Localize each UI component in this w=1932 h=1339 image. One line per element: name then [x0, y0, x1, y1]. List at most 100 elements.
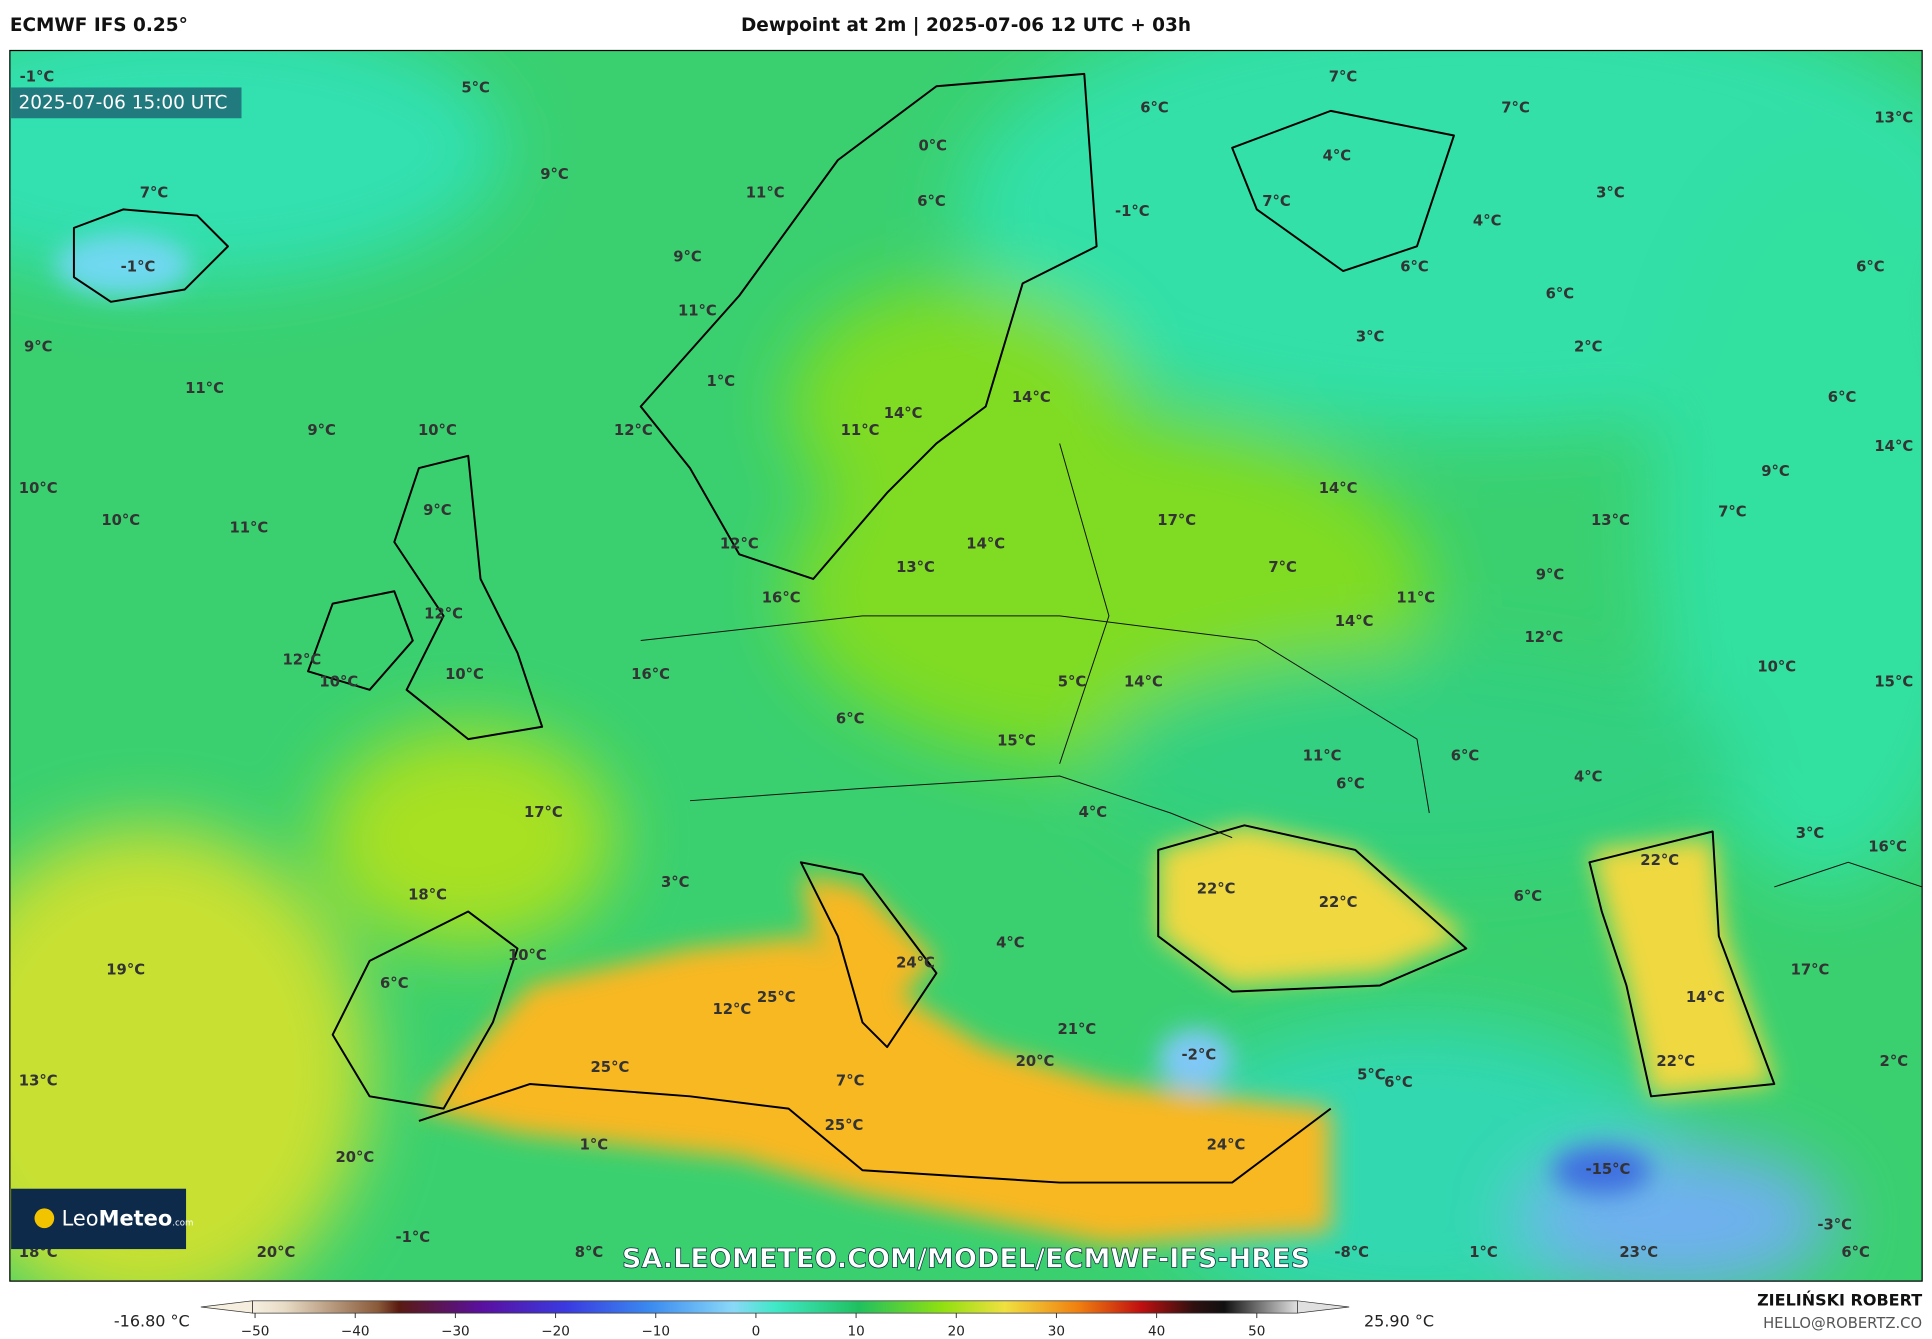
temperature-label: 25°C — [591, 1059, 630, 1076]
logo-sun — [34, 1208, 55, 1229]
temperature-label: 20°C — [257, 1244, 296, 1261]
temperature-label: -1°C — [121, 258, 156, 275]
temperature-label: 16°C — [631, 666, 670, 683]
temperature-label: 12°C — [1524, 629, 1563, 646]
temperature-label: 24°C — [1207, 1137, 1246, 1154]
map-frame — [9, 49, 1923, 1282]
colorbar-end — [1297, 1300, 1350, 1314]
temperature-label: 23°C — [1619, 1244, 1658, 1261]
temperature-label: 3°C — [1596, 184, 1625, 201]
temperature-label: 0°C — [918, 138, 947, 155]
temperature-label: 16°C — [762, 590, 801, 607]
logo-part: Leo — [62, 1207, 99, 1231]
temperature-label: -1°C — [395, 1229, 430, 1246]
temperature-label: 4°C — [996, 935, 1025, 952]
temperature-label: 22°C — [1319, 894, 1358, 911]
temperature-label: -3°C — [1817, 1217, 1852, 1234]
temperature-label: 4°C — [1079, 804, 1108, 821]
colorbar-ticks: −50 −40 −30 −20 −10 0 10 20 30 40 50 — [241, 1313, 1265, 1339]
colorbar-tick-label: −40 — [341, 1323, 370, 1339]
temperature-label: 7°C — [1501, 99, 1530, 116]
logo: LeoMeteo.com — [62, 1207, 194, 1231]
temperature-label: 3°C — [1356, 329, 1385, 346]
map-title: Dewpoint at 2m | 2025-07-06 12 UTC + 03h — [741, 15, 1191, 36]
temperature-label: 10°C — [101, 512, 140, 529]
temperature-label: 6°C — [836, 710, 865, 727]
temperature-label: 9°C — [540, 166, 569, 183]
temperature-label: 9°C — [423, 502, 452, 519]
temperature-label: 6°C — [917, 193, 946, 210]
temperature-label: 7°C — [1262, 193, 1291, 210]
temperature-label: 6°C — [1384, 1074, 1413, 1091]
temperature-label: 11°C — [678, 303, 717, 320]
temperature-label: 5°C — [1058, 673, 1087, 690]
temperature-label: 6°C — [380, 975, 409, 992]
colorbar-end — [200, 1300, 253, 1314]
temperature-label: 10°C — [1757, 659, 1796, 676]
temperature-label: 9°C — [1536, 566, 1565, 583]
temperature-label: 6°C — [1514, 888, 1543, 905]
temperature-label: 25°C — [825, 1117, 864, 1134]
temperature-label: 9°C — [24, 338, 53, 355]
temperature-label: 7°C — [140, 184, 169, 201]
temperature-label: 9°C — [1761, 463, 1790, 480]
colorbar-tick-label: −30 — [441, 1323, 470, 1339]
colorbar-tick-label: 50 — [1248, 1323, 1265, 1339]
temperature-label: 14°C — [1319, 480, 1358, 497]
temperature-label: 5°C — [1357, 1066, 1386, 1083]
borders — [640, 443, 1923, 888]
colorbar-tick-label: −10 — [641, 1323, 670, 1339]
temperature-label: 8°C — [575, 1244, 604, 1261]
temperature-label: 22°C — [1656, 1053, 1695, 1070]
temperature-label: 10°C — [508, 947, 547, 964]
temperature-label: -15°C — [1585, 1161, 1630, 1178]
temperature-label: 6°C — [1336, 776, 1365, 793]
temperature-label: -2°C — [1182, 1047, 1217, 1064]
temperature-label: 6°C — [1841, 1244, 1870, 1261]
temperature-label: 17°C — [1157, 512, 1196, 529]
temperature-label: 12°C — [720, 535, 759, 552]
temperature-label: 14°C — [884, 405, 923, 422]
temperature-label: 11°C — [1396, 590, 1435, 607]
colorbar-tick-label: −50 — [241, 1323, 270, 1339]
temperature-label: 21°C — [1057, 1021, 1096, 1038]
colorbar-min: -16.80 °C — [114, 1312, 190, 1331]
colorbar-tick-label: 20 — [948, 1323, 965, 1339]
temperature-label: 14°C — [1874, 438, 1913, 455]
temperature-label: 17°C — [1791, 962, 1830, 979]
temperature-label: 25°C — [757, 989, 796, 1006]
email: HELLO@ROBERTZ.CO — [1763, 1315, 1922, 1332]
temperature-label: 11°C — [229, 519, 268, 536]
temperature-label: 10°C — [445, 666, 484, 683]
temperature-label: 7°C — [1268, 559, 1297, 576]
temperature-label: 1°C — [580, 1137, 609, 1154]
temperature-label: 6°C — [1451, 747, 1480, 764]
colorbar-tick-label: 30 — [1048, 1323, 1065, 1339]
temperature-labels: -1°C 5°C 7°C 6°C 7°C 13°C 0°C 4°C 9°C 7°C 11°C 6°C -… — [19, 69, 1913, 1261]
colorbar — [252, 1300, 1298, 1314]
temperature-label: 24°C — [896, 954, 935, 971]
temperature-label: 10°C — [319, 673, 358, 690]
logo-part: .com — [172, 1219, 193, 1229]
temperature-label: 14°C — [1686, 989, 1725, 1006]
author: ZIELIŃSKI ROBERT — [1757, 1291, 1922, 1310]
temperature-label: 6°C — [1400, 258, 1429, 275]
temperature-label: 16°C — [1868, 839, 1907, 856]
temperature-label: 9°C — [307, 422, 336, 439]
temperature-label: 7°C — [836, 1073, 865, 1090]
temperature-label: 14°C — [1335, 613, 1374, 630]
temperature-label: 22°C — [1197, 880, 1236, 897]
model-name: ECMWF IFS 0.25° — [10, 15, 188, 36]
temperature-label: 13°C — [19, 1073, 58, 1090]
temperature-label: 12°C — [282, 651, 321, 668]
temperature-label: 11°C — [1303, 747, 1342, 764]
valid-time: 2025-07-06 15:00 UTC — [18, 92, 227, 113]
temperature-label: 11°C — [841, 422, 880, 439]
temperature-label: 7°C — [1329, 69, 1358, 86]
temperature-label: 12°C — [712, 1001, 751, 1018]
temperature-label: 12°C — [614, 422, 653, 439]
temperature-label: 7°C — [1718, 503, 1747, 520]
temperature-label: 6°C — [1856, 258, 1885, 275]
